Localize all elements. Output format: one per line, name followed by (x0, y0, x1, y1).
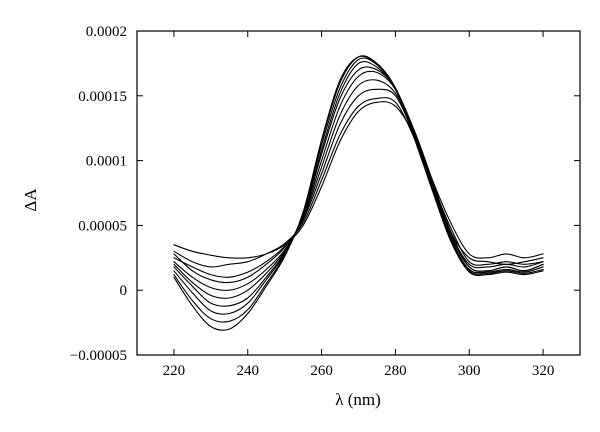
series-line-3 (173, 88, 544, 278)
y-tick-label: 0.00015 (78, 89, 127, 105)
y-tick-label: 0.00005 (78, 218, 127, 234)
y-tick-label: 0 (120, 283, 128, 299)
y-axis-ticks: −0.00005 0 0.00005 0.0001 0.00015 0.0002 (70, 24, 580, 364)
x-axis-label: λ (nm) (335, 390, 381, 409)
y-tick-label: 0.0002 (86, 24, 127, 40)
series-line-7 (173, 61, 544, 307)
series-line-10 (173, 55, 544, 331)
series-line-8 (173, 57, 544, 315)
series-line-1 (173, 101, 544, 259)
x-tick-label: 240 (237, 363, 260, 379)
series-lines (173, 55, 544, 331)
series-line-6 (173, 66, 544, 299)
x-tick-label: 280 (384, 363, 407, 379)
x-tick-label: 320 (532, 363, 555, 379)
x-axis-ticks: 220 240 260 280 300 320 (163, 31, 555, 379)
series-line-4 (173, 79, 544, 284)
y-tick-label: 0.0001 (86, 154, 127, 170)
x-tick-label: 300 (458, 363, 481, 379)
x-tick-label: 260 (310, 363, 333, 379)
series-line-2 (173, 97, 544, 268)
series-line-5 (173, 70, 544, 291)
y-tick-label: −0.00005 (70, 348, 127, 364)
plot-frame (136, 30, 581, 356)
y-axis-label: ΔA (21, 188, 40, 212)
x-tick-label: 220 (163, 363, 186, 379)
